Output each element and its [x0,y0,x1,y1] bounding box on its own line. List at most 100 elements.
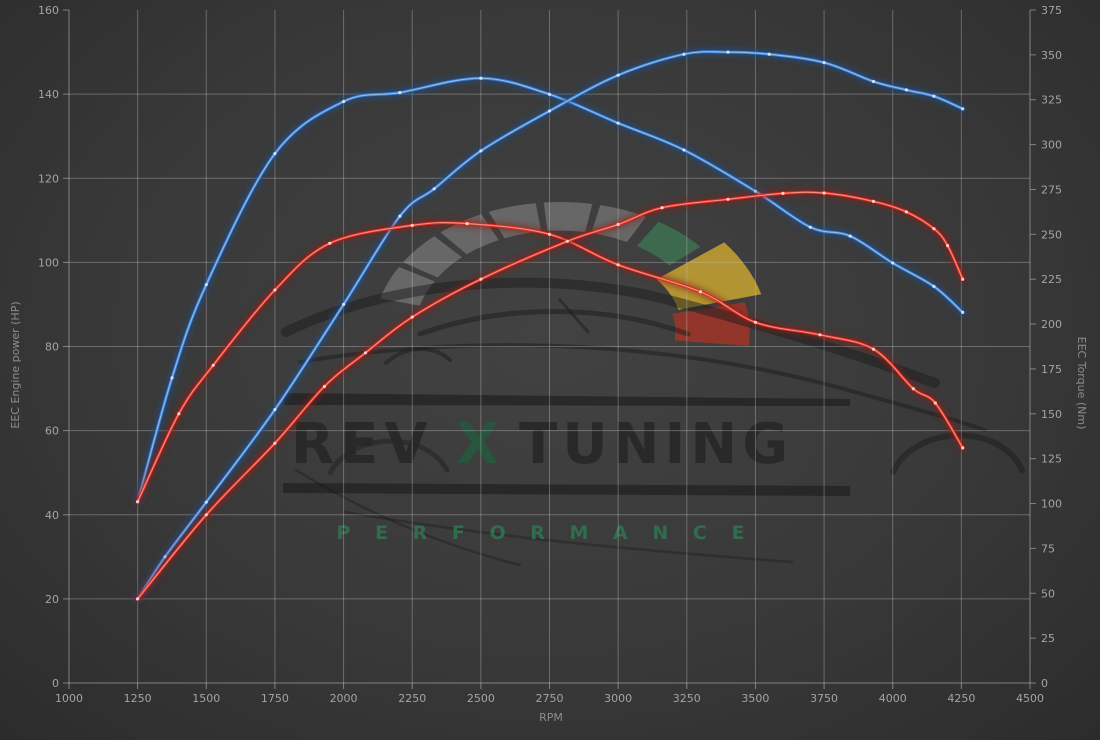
x-tick-label: 1250 [124,692,152,705]
logo-text-x: X [456,412,499,477]
axis-frame [63,9,1036,689]
data-point-marker [479,149,483,153]
data-point-marker [660,206,664,210]
gauge-segment [543,202,593,233]
data-point-marker [616,222,620,227]
data-point-marker [961,446,965,450]
data-point-marker [170,376,174,380]
y-right-tick-label: 75 [1041,542,1055,555]
data-point-marker [273,441,277,445]
data-point-marker [818,333,822,337]
y-left-tick-label: 140 [38,88,59,101]
data-point-marker [871,199,876,203]
y-right-tick-label: 375 [1041,4,1062,17]
data-point-marker [328,241,332,245]
data-point-marker [726,50,730,54]
gauge-segment [636,221,701,266]
dyno-curves [133,47,967,603]
data-point-marker [479,277,483,281]
y-left-tick-label: 60 [45,425,59,438]
x-tick-label: 2750 [536,692,564,705]
data-point-marker [204,500,208,504]
y-right-tick-label: 0 [1041,677,1048,690]
car-body-line [327,438,450,476]
data-point-marker [322,384,326,389]
y-left-tick-label: 100 [38,256,59,269]
logo-top-bar [284,393,850,406]
logo-text-performance: P E R F O R M A N C E [337,522,754,544]
data-point-marker [822,191,826,195]
y-right-tick-label: 175 [1041,363,1062,376]
data-point-marker [136,597,140,601]
data-point-marker [342,302,346,306]
logo-text-rev: REV [291,412,434,477]
data-point-marker [204,513,208,517]
data-point-marker [616,73,620,77]
y-left-tick-label: 0 [52,677,59,690]
power-curve-red [133,188,967,603]
data-point-marker [465,222,469,226]
y-right-tick-label: 100 [1041,498,1062,511]
y-right-tick-label: 125 [1041,453,1062,466]
data-point-marker [547,92,552,96]
y-right-tick-label: 50 [1041,587,1055,600]
data-point-marker [547,232,552,236]
x-tick-label: 1500 [192,692,220,705]
x-tick-label: 3250 [673,692,701,705]
data-point-marker [273,288,277,292]
x-tick-label: 3000 [604,692,632,705]
data-point-marker [616,121,620,125]
data-point-marker [753,320,758,324]
data-point-marker [363,351,368,355]
car-body-line [298,343,987,432]
data-point-marker [891,261,895,265]
y-right-tick-label: 275 [1041,183,1062,196]
data-point-marker [904,88,909,92]
data-point-marker [808,225,812,229]
data-point-marker [177,412,181,416]
data-point-marker [398,91,402,95]
data-point-marker [726,197,730,201]
data-point-marker [398,214,402,218]
x-tick-label: 3750 [810,692,838,705]
data-point-marker [871,79,876,84]
data-point-marker [698,290,703,294]
x-axis-title: RPM [539,711,563,724]
y-left-tick-label: 80 [45,341,59,354]
x-tick-label: 1750 [261,692,289,705]
y-right-tick-label: 350 [1041,49,1062,62]
car-body-line [343,510,794,564]
data-point-marker [946,244,950,248]
data-point-marker [904,210,909,214]
y-left-tick-label: 160 [38,4,59,17]
data-point-marker [410,315,414,319]
y-left-tick-label: 20 [45,593,59,606]
car-silhouette-icon [281,277,1025,567]
data-point-marker [932,94,936,98]
data-point-marker [273,152,277,156]
data-point-marker [822,61,826,65]
logo-bottom-bar [283,483,850,496]
data-point-marker [932,227,936,231]
y-right-tick-label: 150 [1041,408,1062,421]
tick-labels: 0 20 40 60 80 100 120 140 160 0 25 50 75 100 125 150 175… [38,4,1062,705]
x-tick-label: 4000 [879,692,907,705]
data-point-marker [136,500,140,504]
data-point-marker [767,52,771,56]
y-left-tick-label: 120 [38,172,59,185]
data-point-marker [682,148,686,152]
y-right-tick-label: 250 [1041,228,1062,241]
data-point-marker [565,239,569,243]
y-right-tick-label: 325 [1041,94,1062,107]
data-point-marker [932,284,936,288]
gauge-segment [656,242,762,310]
car-body-line [281,277,940,388]
y-right-tick-label: 200 [1041,318,1062,331]
car-body-line [384,347,452,365]
data-point-marker [342,99,346,104]
data-point-marker [961,310,965,314]
x-tick-label: 3500 [741,692,769,705]
data-point-marker [961,107,965,111]
